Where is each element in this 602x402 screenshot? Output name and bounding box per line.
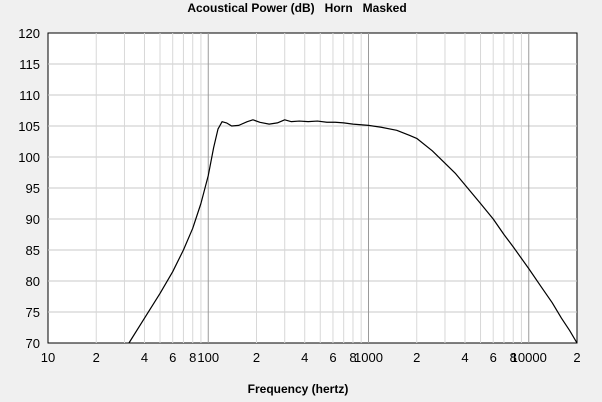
x-tick-label: 8 [189,350,196,365]
y-tick-label: 110 [19,88,40,103]
x-tick-label: 1000 [354,350,383,365]
y-tick-label: 90 [26,212,40,227]
x-tick-label: 4 [141,350,148,365]
y-tick-label: 85 [26,243,40,258]
x-tick-label: 4 [301,350,308,365]
y-tick-label: 120 [18,26,40,41]
y-tick-label: 100 [18,150,40,165]
y-tick-label: 75 [26,305,40,320]
x-tick-label: 2 [93,350,100,365]
x-tick-label: 8 [510,350,517,365]
series-line-0 [128,119,578,344]
x-tick-label: 6 [490,350,497,365]
y-tick-label: 95 [26,181,40,196]
x-tick-label: 10 [41,350,55,365]
y-tick-label: 70 [26,336,40,351]
x-tick-label: 10000 [511,350,547,365]
x-tick-label: 4 [461,350,468,365]
x-tick-label: 2 [573,350,580,365]
x-tick-label: 2 [413,350,420,365]
x-tick-label: 6 [329,350,336,365]
series-layer [128,119,578,344]
x-axis-label: Frequency (hertz) [248,382,349,396]
y-tick-labels: 70 75 80 85 90 95 100 105 110 115 120 [18,26,40,351]
grid-lines [48,33,577,343]
x-tick-label: 100 [197,350,219,365]
x-tick-label: 6 [169,350,176,365]
x-tick-label: 8 [349,350,356,365]
y-tick-label: 105 [18,119,40,134]
x-tick-label: 2 [253,350,260,365]
y-tick-label: 80 [26,274,40,289]
y-tick-label: 115 [19,57,40,72]
chart-title: Acoustical Power (dB) Horn Masked [187,1,406,15]
